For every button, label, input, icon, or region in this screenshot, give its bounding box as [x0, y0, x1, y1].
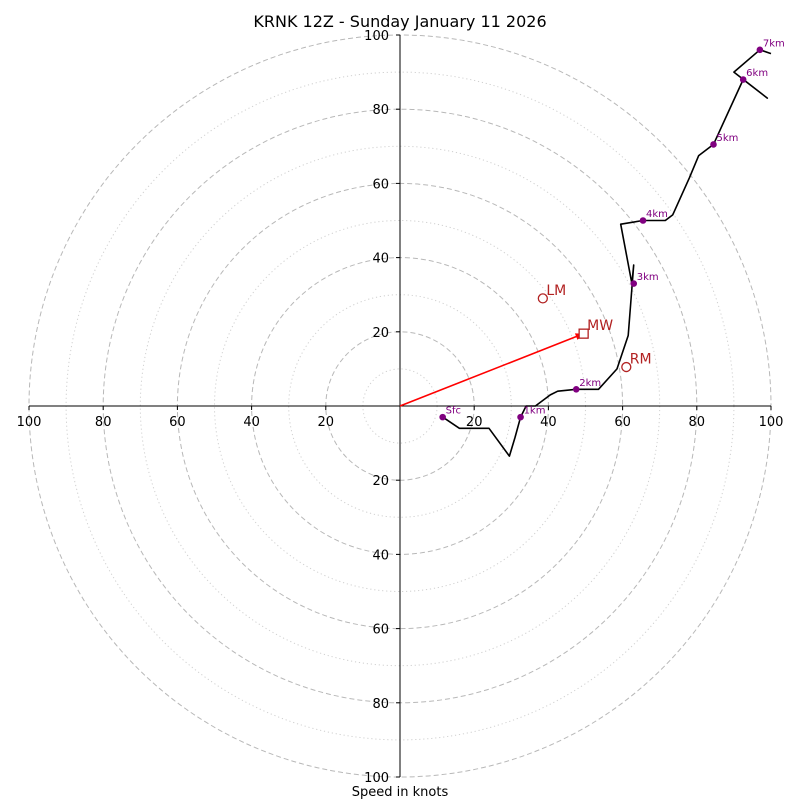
height-label-sfc: Sfc [446, 406, 461, 417]
height-marker-sfc [439, 413, 446, 421]
y-tick-label: 40 [372, 252, 389, 267]
y-tick-label: 60 [372, 177, 389, 192]
height-label-2km: 2km [579, 378, 601, 389]
x-tick-label: 100 [17, 415, 42, 430]
height-label-3km: 3km [637, 272, 659, 283]
y-tick-label: 40 [372, 548, 389, 563]
motion-label-lm: LM [546, 283, 566, 299]
height-marker-4km [639, 217, 647, 224]
storm-motions: LM MW RM [537, 283, 652, 373]
motion-marker-lm [537, 293, 548, 304]
x-tick-label: 100 [759, 415, 784, 430]
x-tick-label: 80 [95, 415, 112, 430]
motion-label-rm: RM [630, 352, 652, 368]
hodograph-trace [442, 49, 772, 457]
height-marker-2km [572, 386, 580, 393]
x-tick-label: 40 [540, 415, 557, 430]
motion-marker-mw [578, 328, 589, 339]
x-tick-label: 80 [689, 415, 706, 430]
height-marker-3km [630, 280, 638, 287]
y-tick-label: 60 [372, 623, 389, 638]
height-marker-7km [756, 46, 764, 54]
x-tick-label: 60 [169, 415, 186, 430]
height-markers: Sfc 1km 2km 3km 4km 5km 6km 7km [439, 38, 785, 421]
x-tick-label: 60 [614, 415, 631, 430]
mean-wind-line [399, 332, 584, 407]
height-marker-5km [710, 141, 717, 148]
x-tick-label: 20 [318, 415, 335, 430]
y-tick-label: 80 [372, 697, 389, 712]
height-label-5km: 5km [716, 133, 738, 144]
trace-line [442, 49, 772, 457]
height-marker-6km [739, 76, 747, 83]
x-tick-label: 40 [243, 415, 260, 430]
tick-labels: 100 80 60 40 20 20 40 60 80 100 20 40 60 80 100 20 40 60 8… [17, 29, 784, 786]
height-label-4km: 4km [646, 209, 668, 220]
y-tick-label: 20 [372, 474, 389, 489]
y-tick-label: 100 [364, 771, 389, 786]
y-tick-label: 80 [372, 103, 389, 118]
x-tick-label: 20 [466, 415, 483, 430]
x-axis-label: Speed in knots [352, 785, 449, 800]
motion-label-mw: MW [587, 318, 613, 334]
height-label-1km: 1km [524, 406, 546, 417]
y-tick-label: 20 [372, 326, 389, 341]
mean-wind-vector [399, 332, 584, 407]
height-marker-1km [517, 413, 524, 421]
chart-title: KRNK 12Z - Sunday January 11 2026 [253, 12, 546, 31]
motion-marker-rm [621, 361, 632, 373]
height-label-6km: 6km [746, 68, 768, 79]
y-tick-label: 100 [364, 29, 389, 44]
height-label-7km: 7km [763, 38, 785, 49]
